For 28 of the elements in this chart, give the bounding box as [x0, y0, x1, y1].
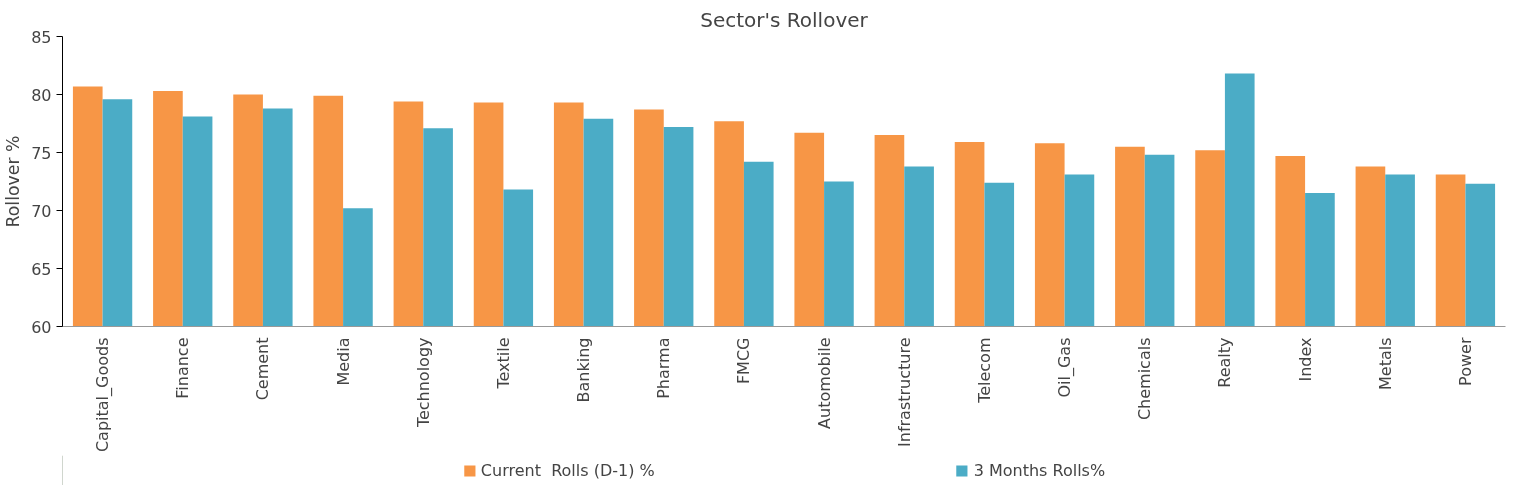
- legend-label: 3 Months Rolls%: [973, 460, 1106, 480]
- y-axis-title: Rollover %: [3, 135, 24, 228]
- legend-label: Current Rolls (D-1) %: [480, 460, 655, 480]
- x-tick-label: Index: [1295, 337, 1315, 382]
- x-tick-label: Telecom: [974, 337, 994, 404]
- y-tick-label: 85: [31, 27, 52, 47]
- x-tick-label: Textile: [493, 337, 513, 390]
- y-tick-label: 75: [31, 143, 52, 163]
- y-tick-label: 70: [31, 201, 52, 221]
- x-tick-label: Oil_Gas: [1055, 337, 1076, 398]
- x-tick-label: Infrastructure: [894, 337, 914, 447]
- x-tick-label: Power: [1455, 337, 1475, 386]
- y-tick-label: 65: [31, 259, 52, 279]
- x-tick-label: Pharma: [654, 337, 674, 399]
- x-tick-label: Automobile: [814, 337, 834, 429]
- x-tick-label: Media: [333, 337, 353, 386]
- y-tick-label: 80: [31, 85, 52, 105]
- x-tick-label: Capital_Goods: [93, 337, 114, 453]
- x-tick-label: Chemicals: [1135, 337, 1155, 421]
- x-tick-label: Cement: [253, 337, 273, 401]
- x-tick-label: Realty: [1215, 337, 1235, 388]
- x-tick-label: FMCG: [734, 337, 754, 385]
- x-tick-label: Technology: [413, 337, 433, 429]
- x-tick-label: Metals: [1375, 337, 1395, 391]
- x-tick-label: Banking: [574, 337, 594, 403]
- y-tick-label: 60: [31, 317, 52, 337]
- chart-title: Sector's Rollover: [700, 7, 869, 32]
- x-tick-label: Finance: [173, 337, 193, 399]
